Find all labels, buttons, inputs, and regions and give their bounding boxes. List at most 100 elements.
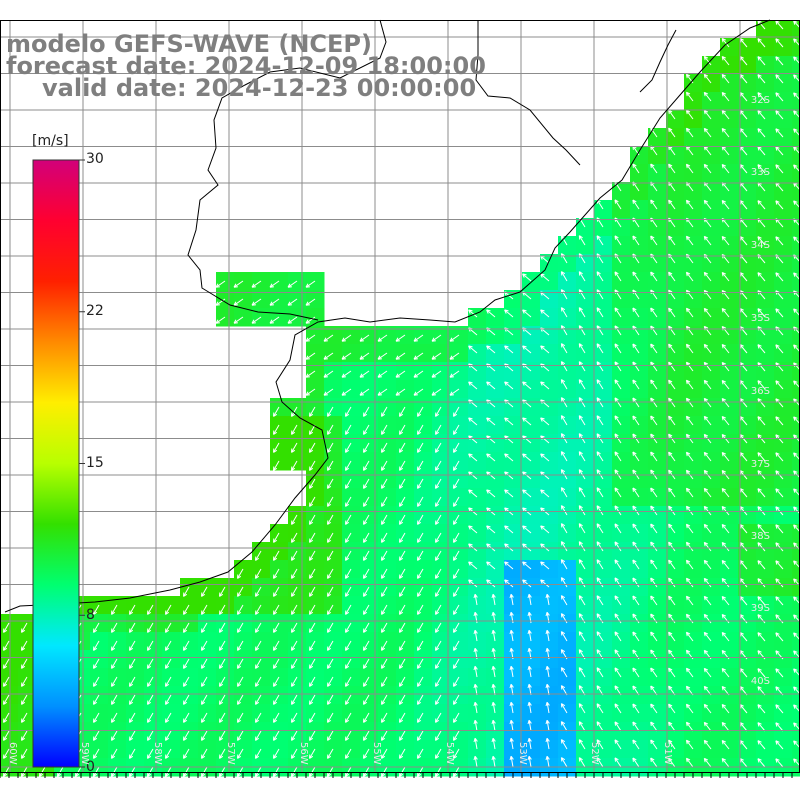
wind-speed-cell [666,416,685,435]
wind-speed-cell [630,344,649,363]
wind-arrow [685,739,694,750]
wind-arrow [435,442,442,453]
wind-speed-cell [576,704,595,723]
wind-speed-cell [486,416,505,435]
wind-speed-cell [468,488,487,507]
wind-speed-cell [648,614,667,633]
wind-speed-cell [720,290,739,309]
wind-arrow [721,739,730,750]
wind-arrow [381,748,388,759]
wind-speed-cell [756,578,775,597]
wind-arrow [560,559,568,570]
wind-speed-cell [216,290,235,309]
wind-arrow [721,595,730,606]
wind-arrow [453,766,460,777]
wind-arrow [435,478,442,489]
wind-speed-cell [648,380,667,399]
wind-arrow [201,640,208,651]
wind-arrow [273,676,280,687]
wind-arrow [703,631,712,642]
wind-speed-cell [666,452,685,471]
wind-speed-cell [612,290,631,309]
wind-speed-cell [648,650,667,669]
wind-arrow [345,712,352,723]
wind-speed-cell [684,686,703,705]
wind-arrow [201,658,208,669]
wind-arrow [757,740,766,750]
wind-speed-cell [504,578,523,597]
wind-arrow [668,757,676,768]
wind-arrow [453,748,460,759]
wind-arrow [453,442,460,453]
wind-arrow [129,676,136,687]
wind-arrow [129,694,136,705]
wind-speed-cell [684,254,703,273]
wind-arrow [504,309,514,318]
wind-speed-cell [702,398,721,417]
wind-arrow [381,640,388,651]
wind-arrow [341,334,352,342]
wind-speed-cell [702,236,721,255]
wind-arrow [775,164,784,174]
wind-arrow [435,730,442,741]
wind-speed-cell [486,686,505,705]
wind-speed-cell [792,416,800,435]
wind-speed-cell [702,92,721,111]
wind-speed-cell [666,200,685,219]
wind-speed-cell [702,668,721,687]
wind-speed-cell [414,344,433,363]
wind-arrow [3,712,10,723]
lon-label: 58W [152,742,163,765]
wind-arrow [668,199,676,210]
wind-speed-cell [612,344,631,363]
wind-speed-cell [576,326,595,345]
wind-speed-cell [702,218,721,237]
wind-speed-cell [540,380,559,399]
wind-arrow [473,593,478,606]
wind-speed-cell [648,722,667,741]
wind-speed-cell [612,380,631,399]
wind-arrow [775,344,784,354]
wind-speed-cell [738,488,757,507]
wind-arrow [721,379,730,390]
wind-arrow [757,128,766,138]
wind-speed-cell [792,722,800,741]
wind-arrow [273,730,280,741]
wind-speed-cell [540,272,559,291]
wind-arrow [363,694,370,705]
wind-arrow [703,505,712,516]
wind-arrow [399,658,406,669]
wind-arrow [596,307,604,318]
wind-arrow [614,271,622,282]
wind-speed-cell [486,506,505,525]
wind-speed-cell [792,398,800,417]
wind-speed-cell [666,146,685,165]
wind-arrow [165,730,172,741]
wind-arrow [233,316,244,324]
wind-speed-cell [666,308,685,327]
wind-arrow [201,604,208,615]
wind-arrow [183,640,190,651]
wind-speed-cell [594,434,613,453]
wind-arrow [560,739,568,750]
wind-speed-cell [756,596,775,615]
wind-arrow [219,730,226,741]
wind-speed-cell [738,344,757,363]
wind-arrow [650,631,658,642]
wind-speed-cell [522,362,541,381]
wind-arrow [417,604,424,615]
wind-arrow [757,668,766,678]
wind-speed-cell [540,362,559,381]
wind-speed-cell [306,344,325,363]
wind-arrow [449,334,460,342]
wind-speed-cell [666,344,685,363]
wind-arrow [685,559,694,570]
wind-speed-cell [468,506,487,525]
wind-arrow [632,559,640,570]
wind-speed-cell [738,164,757,183]
wind-arrow [363,496,370,507]
wind-arrow [111,694,118,705]
wind-speed-cell [666,650,685,669]
wind-speed-cell [792,20,800,39]
wind-arrow [509,629,514,642]
